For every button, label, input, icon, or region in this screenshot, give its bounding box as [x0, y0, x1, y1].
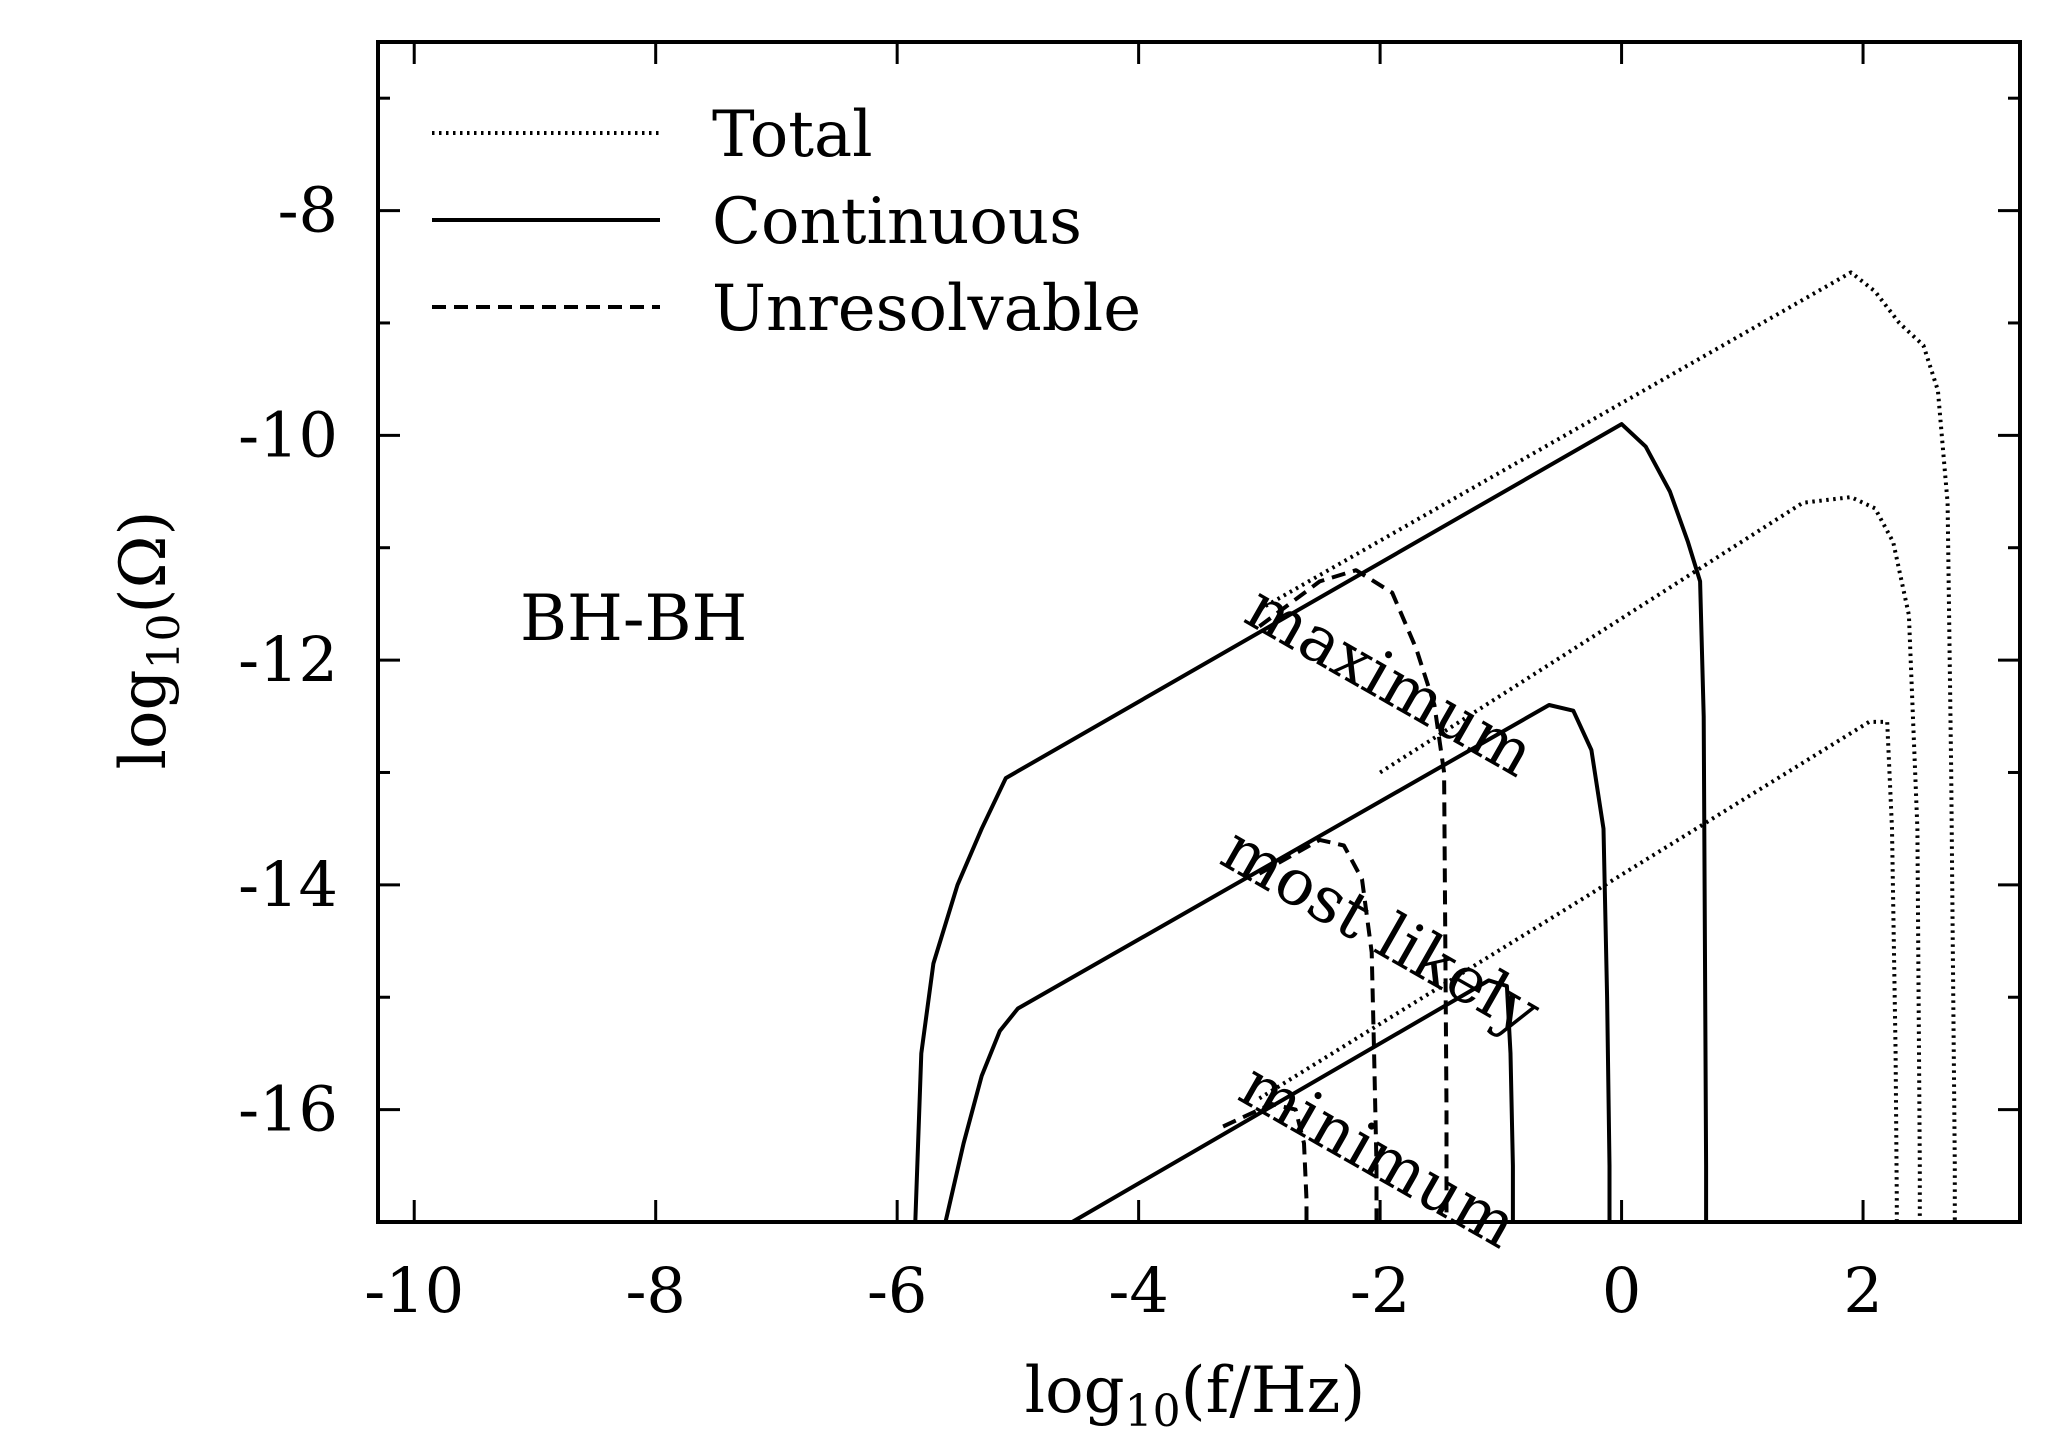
annotation-bh-bh: BH-BH: [520, 582, 747, 656]
x-tick-label: -6: [867, 1254, 927, 1327]
legend: Total Continuous Unresolvable: [432, 98, 1141, 346]
legend-label-dotted: Total: [712, 98, 873, 172]
x-tick-label: -2: [1350, 1254, 1410, 1327]
curve-most-likely-dotted: [1379, 495, 1922, 1222]
curve-minimum-dotted: [1258, 719, 1899, 1222]
y-tick-label: -12: [238, 623, 338, 696]
axis-ticks: [378, 42, 2020, 1224]
x-axis-title-arg: (f/Hz): [1181, 1354, 1366, 1428]
y-tick-label: -14: [238, 848, 338, 921]
curve-minimum-dashed: [1222, 1102, 1309, 1222]
data-curves: [913, 270, 1957, 1224]
curve-maximum-solid: [913, 422, 1709, 1223]
x-axis-title: log10(f/Hz): [1025, 1354, 1366, 1437]
y-tick-labels: -16 -14 -12 -10 -8: [238, 174, 338, 1146]
x-tick-labels: -10 -8 -6 -4 -2 0 2: [364, 1254, 1882, 1327]
plot-frame: [376, 40, 2022, 1224]
x-tick-label: 2: [1843, 1254, 1882, 1327]
legend-label-dashed: Unresolvable: [712, 272, 1141, 346]
x-axis-title-sub: 10: [1125, 1386, 1181, 1437]
curve-most-likely-dashed: [1258, 837, 1379, 1222]
x-tick-label: -8: [625, 1254, 685, 1327]
y-axis-title-prefix: log: [107, 670, 181, 770]
y-tick-label: -16: [238, 1073, 338, 1146]
y-tick-label: -8: [278, 174, 338, 247]
x-tick-label: -4: [1108, 1254, 1168, 1327]
x-tick-label: 0: [1602, 1254, 1641, 1327]
curve-most-likely-solid: [943, 703, 1612, 1223]
curve-minimum-solid: [1071, 978, 1515, 1224]
legend-label-solid: Continuous: [712, 185, 1082, 259]
x-axis-title-prefix: log: [1025, 1354, 1125, 1428]
y-axis-title-sub: 10: [139, 614, 190, 670]
x-tick-label: -10: [364, 1254, 464, 1327]
y-axis-title: log10(Ω): [107, 511, 190, 770]
y-tick-label: -10: [238, 398, 338, 471]
y-axis-title-arg: (Ω): [107, 511, 181, 614]
